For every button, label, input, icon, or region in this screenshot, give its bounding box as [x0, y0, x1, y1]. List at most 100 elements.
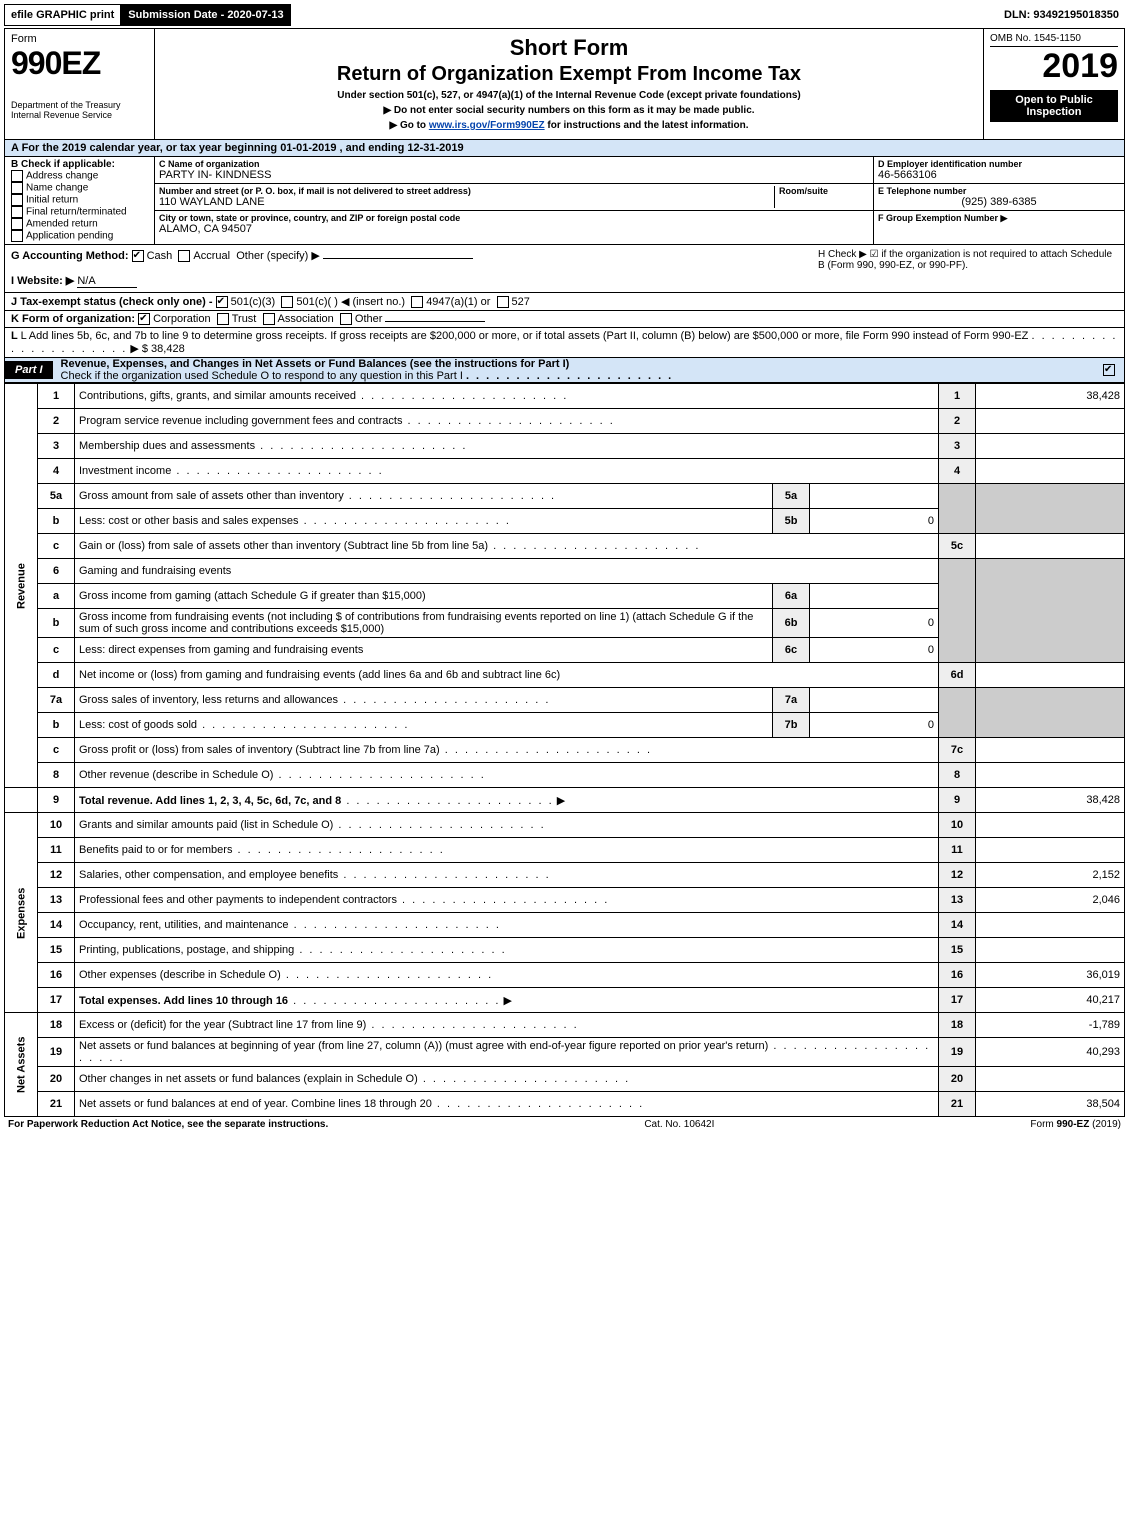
- chk-schedule-o[interactable]: [1103, 364, 1115, 376]
- l13-desc: Professional fees and other payments to …: [79, 894, 609, 906]
- chk-527[interactable]: [497, 296, 509, 308]
- l7a-desc: Gross sales of inventory, less returns a…: [79, 694, 550, 706]
- l7c-amt: [976, 738, 1125, 763]
- chk-4947[interactable]: [411, 296, 423, 308]
- section-b: B Check if applicable: Address change Na…: [5, 157, 155, 244]
- ein-value: 46-5663106: [878, 169, 1120, 181]
- chk-corporation[interactable]: [138, 313, 150, 325]
- chk-trust[interactable]: [217, 313, 229, 325]
- l6a-subln: 6a: [773, 584, 810, 609]
- l3-amt: [976, 434, 1125, 459]
- footer-center: Cat. No. 10642I: [644, 1119, 714, 1130]
- l19-num: 19: [38, 1038, 75, 1067]
- title-short-form: Short Form: [161, 35, 977, 61]
- l6a-desc: Gross income from gaming (attach Schedul…: [75, 584, 773, 609]
- org-name: PARTY IN- KINDNESS: [159, 169, 869, 181]
- chk-accrual[interactable]: [178, 250, 190, 262]
- lbl-final-return: Final return/terminated: [26, 207, 127, 218]
- form-id-cell: Form 990EZ Department of the Treasury In…: [5, 29, 155, 139]
- l15-num: 15: [38, 938, 75, 963]
- l8-amt: [976, 763, 1125, 788]
- lbl-initial-return: Initial return: [26, 195, 78, 206]
- goto-suffix: for instructions and the latest informat…: [547, 120, 748, 131]
- l7a-subln: 7a: [773, 688, 810, 713]
- chk-501c3[interactable]: [216, 296, 228, 308]
- chk-association[interactable]: [263, 313, 275, 325]
- l7b-desc: Less: cost of goods sold: [79, 719, 409, 731]
- l9-desc: Total revenue. Add lines 1, 2, 3, 4, 5c,…: [79, 795, 341, 807]
- l17-ln: 17: [939, 988, 976, 1013]
- chk-address-change[interactable]: [11, 170, 23, 182]
- goto-prefix: ▶ Go to: [389, 120, 428, 131]
- row-k: K Form of organization: Corporation Trus…: [4, 311, 1125, 328]
- l6-shade: [939, 559, 976, 663]
- l17-amt: 40,217: [976, 988, 1125, 1013]
- lbl-4947: 4947(a)(1) or: [426, 296, 490, 308]
- l6-desc: Gaming and fundraising events: [75, 559, 939, 584]
- section-c: C Name of organization PARTY IN- KINDNES…: [155, 157, 874, 244]
- l7b-subln: 7b: [773, 713, 810, 738]
- l6d-ln: 6d: [939, 663, 976, 688]
- l7-shade-amt: [976, 688, 1125, 738]
- other-org-input[interactable]: [385, 321, 485, 322]
- l5a-num: 5a: [38, 484, 75, 509]
- l2-desc: Program service revenue including govern…: [79, 415, 615, 427]
- l5-shade-amt: [976, 484, 1125, 534]
- l9-num: 9: [38, 788, 75, 813]
- org-name-label: C Name of organization: [159, 159, 869, 169]
- lbl-address-change: Address change: [26, 171, 98, 182]
- chk-final-return[interactable]: [11, 206, 23, 218]
- form-number: 990EZ: [11, 45, 148, 82]
- irs-link[interactable]: www.irs.gov/Form990EZ: [429, 120, 545, 131]
- l16-num: 16: [38, 963, 75, 988]
- other-method-input[interactable]: [323, 258, 473, 259]
- l6b-subamt: 0: [810, 609, 939, 638]
- l7c-ln: 7c: [939, 738, 976, 763]
- city-label: City or town, state or province, country…: [159, 213, 869, 223]
- street-label: Number and street (or P. O. box, if mail…: [159, 186, 774, 196]
- form-title-cell: Short Form Return of Organization Exempt…: [155, 29, 984, 139]
- l5a-subln: 5a: [773, 484, 810, 509]
- chk-application-pending[interactable]: [11, 230, 23, 242]
- l18-desc: Excess or (deficit) for the year (Subtra…: [79, 1019, 579, 1031]
- page-footer: For Paperwork Reduction Act Notice, see …: [4, 1117, 1125, 1132]
- chk-other-org[interactable]: [340, 313, 352, 325]
- ein-label: D Employer identification number: [878, 159, 1120, 169]
- l19-amt: 40,293: [976, 1038, 1125, 1067]
- l11-ln: 11: [939, 838, 976, 863]
- part1-header: Part I Revenue, Expenses, and Changes in…: [4, 358, 1125, 383]
- subtitle-section: Under section 501(c), 527, or 4947(a)(1)…: [161, 90, 977, 101]
- l5a-desc: Gross amount from sale of assets other t…: [79, 490, 556, 502]
- chk-cash[interactable]: [132, 250, 144, 262]
- submission-date-button[interactable]: Submission Date - 2020-07-13: [121, 4, 290, 26]
- entity-info-grid: B Check if applicable: Address change Na…: [4, 157, 1125, 245]
- vlabel-expenses: Expenses: [5, 813, 38, 1013]
- phone-value: (925) 389-6385: [878, 196, 1120, 208]
- l6c-desc: Less: direct expenses from gaming and fu…: [75, 638, 773, 663]
- l2-amt: [976, 409, 1125, 434]
- l5b-desc: Less: cost or other basis and sales expe…: [79, 515, 511, 527]
- l20-ln: 20: [939, 1067, 976, 1092]
- l4-num: 4: [38, 459, 75, 484]
- l4-ln: 4: [939, 459, 976, 484]
- l8-num: 8: [38, 763, 75, 788]
- l6-shade-amt: [976, 559, 1125, 663]
- lbl-527: 527: [512, 296, 530, 308]
- section-b-label: B Check if applicable:: [11, 159, 148, 170]
- l11-num: 11: [38, 838, 75, 863]
- efile-button[interactable]: efile GRAPHIC print: [4, 4, 121, 26]
- part1-table: Revenue 1 Contributions, gifts, grants, …: [4, 383, 1125, 1117]
- city-value: ALAMO, CA 94507: [159, 223, 869, 235]
- chk-501c[interactable]: [281, 296, 293, 308]
- l12-num: 12: [38, 863, 75, 888]
- chk-name-change[interactable]: [11, 182, 23, 194]
- chk-initial-return[interactable]: [11, 194, 23, 206]
- l17-desc: Total expenses. Add lines 10 through 16: [79, 995, 288, 1007]
- l2-ln: 2: [939, 409, 976, 434]
- l5b-subln: 5b: [773, 509, 810, 534]
- l6d-num: d: [38, 663, 75, 688]
- website-label: I Website: ▶: [11, 275, 74, 287]
- chk-amended-return[interactable]: [11, 218, 23, 230]
- lbl-cash: Cash: [147, 250, 173, 262]
- footer-left: For Paperwork Reduction Act Notice, see …: [8, 1119, 328, 1130]
